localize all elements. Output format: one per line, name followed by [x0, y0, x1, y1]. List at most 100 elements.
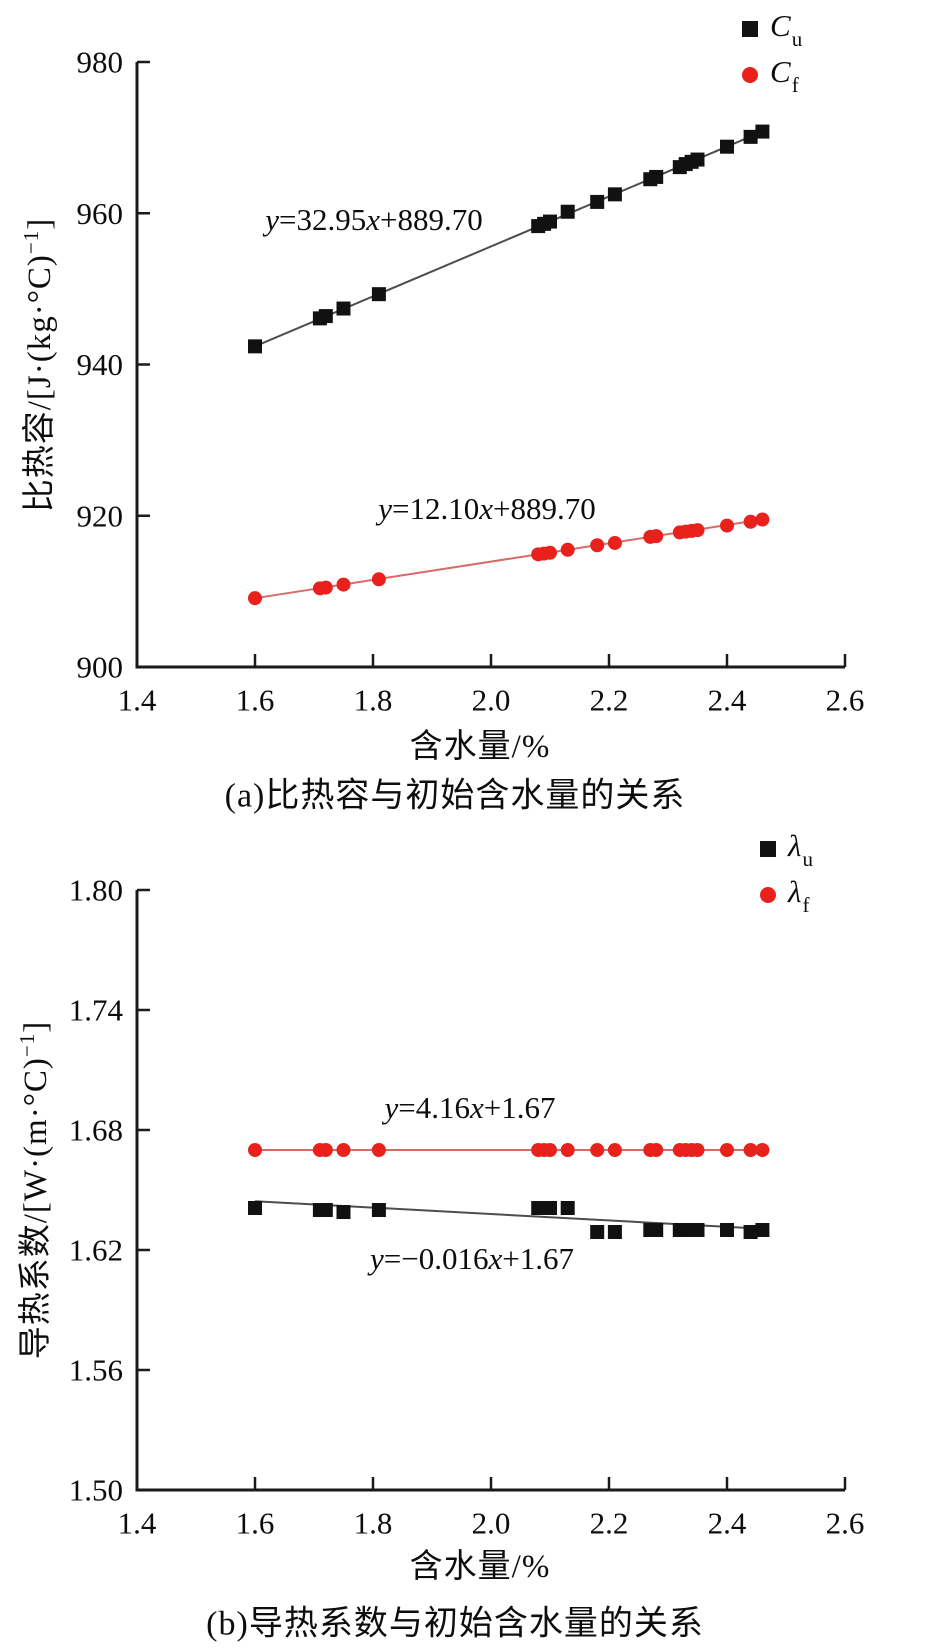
data-point-square-λu	[720, 1223, 734, 1237]
data-point-circle-Cf	[543, 545, 557, 560]
x-tick-label-a: 2.2	[590, 683, 629, 718]
data-point-circle-Cf	[649, 529, 664, 544]
x-tick-label-a: 2.6	[826, 683, 865, 718]
data-point-square-Cu	[336, 301, 351, 316]
data-point-circle-Cf	[743, 514, 758, 529]
x-tick-label-b: 2.6	[826, 1506, 865, 1541]
data-point-circle-Cf	[336, 577, 351, 592]
data-point-square-Cu	[743, 129, 758, 144]
x-tick-label-b: 2.0	[472, 1506, 511, 1541]
y-tick-label-a: 900	[77, 650, 124, 685]
y-axis-title-b-sup: −1	[15, 1032, 39, 1058]
legend-label-cf: Cf	[770, 54, 799, 95]
data-point-circle-Cf	[590, 538, 605, 553]
x-tick-label-a: 2.0	[472, 683, 511, 718]
data-point-square-λu	[607, 1225, 622, 1239]
y-axis-title-b: 导热系数/[W·(m·°C)−1]	[8, 1021, 56, 1359]
x-tick-label-a: 1.8	[354, 683, 393, 718]
data-point-circle-Cf	[560, 542, 575, 557]
data-point-square-Cu	[649, 169, 664, 184]
subplot-caption-b: (b)导热系数与初始含水量的关系	[206, 1605, 704, 1643]
legend-label-lambda-f: λf	[788, 874, 809, 915]
data-point-circle-Cf	[755, 512, 770, 527]
red-circle-marker-icon	[742, 67, 758, 83]
fit-equation-a: y=32.95x+889.70	[262, 202, 483, 237]
legend-item-lambda-f: λf	[760, 872, 812, 918]
data-point-circle-λf	[371, 1143, 386, 1157]
data-point-square-λu	[336, 1205, 351, 1219]
legend-label-cu: Cu	[770, 8, 802, 49]
data-point-circle-Cf	[690, 523, 705, 538]
legend-label-lambda-f-sub: f	[802, 892, 810, 917]
y-tick-label-a: 980	[77, 45, 124, 80]
fit-equation-b: y=−0.016x+1.67	[367, 1241, 574, 1276]
data-point-circle-λf	[336, 1143, 351, 1157]
legend-label-lambda-u-sub: u	[802, 846, 813, 871]
x-tick-label-b: 1.8	[354, 1506, 393, 1541]
y-tick-label-b: 1.62	[69, 1233, 123, 1268]
y-tick-label-b: 1.74	[69, 993, 124, 1028]
data-point-circle-λf	[543, 1143, 557, 1157]
data-point-square-λu	[318, 1203, 333, 1217]
data-point-circle-Cf	[720, 518, 734, 533]
data-point-circle-λf	[720, 1143, 734, 1157]
data-point-circle-λf	[560, 1143, 575, 1157]
data-point-square-Cu	[607, 187, 622, 202]
data-point-circle-λf	[649, 1143, 664, 1157]
x-tick-label-b: 1.4	[118, 1506, 157, 1541]
y-tick-label-b: 1.50	[69, 1473, 123, 1508]
data-point-square-λu	[560, 1201, 575, 1215]
data-point-square-Cu	[560, 204, 575, 219]
data-point-circle-λf	[690, 1143, 705, 1157]
data-point-square-λu	[590, 1225, 605, 1239]
data-point-square-λu	[743, 1225, 758, 1239]
data-point-square-Cu	[590, 194, 605, 209]
legend-item-cf: Cf	[742, 52, 801, 98]
y-axis-title-b-text: 导热系数/[W·(m·°C)	[18, 1057, 54, 1360]
data-point-square-λu	[371, 1203, 386, 1217]
x-tick-label-b: 2.2	[590, 1506, 629, 1541]
y-tick-label-b: 1.68	[69, 1113, 123, 1148]
legend-label-lambda-u-main: λ	[788, 828, 802, 864]
subplot-caption-a: (a)比热容与初始含水量的关系	[224, 777, 686, 815]
legend-label-lambda-u: λu	[788, 828, 813, 869]
data-point-square-Cu	[371, 287, 386, 302]
data-point-circle-Cf	[248, 591, 262, 606]
data-point-square-Cu	[248, 339, 262, 354]
black-square-marker-icon	[760, 841, 776, 857]
data-point-circle-λf	[318, 1143, 333, 1157]
data-point-square-λu	[543, 1201, 557, 1215]
red-circle-marker-icon	[760, 887, 776, 903]
fit-equation-b: y=4.16x+1.67	[382, 1090, 556, 1125]
data-point-square-Cu	[690, 152, 705, 167]
data-point-circle-λf	[743, 1143, 758, 1157]
data-point-circle-λf	[755, 1143, 770, 1157]
y-axis-title-a-text: 比热容/[J·(kg·°C)	[22, 254, 58, 513]
data-point-square-λu	[248, 1201, 262, 1215]
y-axis-title-a: 比热容/[J·(kg·°C)−1]	[12, 218, 60, 513]
data-point-circle-λf	[607, 1143, 622, 1157]
y-axis-title-b-close: ]	[18, 1020, 54, 1033]
y-tick-label-a: 920	[77, 498, 124, 533]
data-point-square-Cu	[755, 124, 770, 139]
x-axis-title-a: 含水量/%	[409, 729, 551, 765]
y-axis-title-a-sup: −1	[19, 229, 43, 255]
data-point-circle-Cf	[318, 580, 333, 595]
data-point-square-λu	[755, 1223, 770, 1237]
y-tick-label-b: 1.80	[69, 873, 123, 908]
legend-label-cf-sub: f	[791, 72, 799, 97]
data-point-circle-Cf	[607, 535, 622, 550]
x-tick-label-a: 1.4	[118, 683, 157, 718]
data-point-square-λu	[690, 1223, 705, 1237]
data-point-circle-λf	[590, 1143, 605, 1157]
x-tick-label-b: 1.6	[236, 1506, 275, 1541]
legend-label-cf-main: C	[770, 54, 791, 90]
legend-label-lambda-f-main: λ	[788, 874, 802, 910]
y-tick-label-a: 960	[77, 196, 124, 231]
legend-label-cu-main: C	[770, 8, 791, 44]
data-point-square-λu	[649, 1223, 664, 1237]
x-tick-label-a: 2.4	[708, 683, 747, 718]
y-tick-label-a: 940	[77, 347, 124, 382]
data-point-circle-λf	[248, 1143, 262, 1157]
